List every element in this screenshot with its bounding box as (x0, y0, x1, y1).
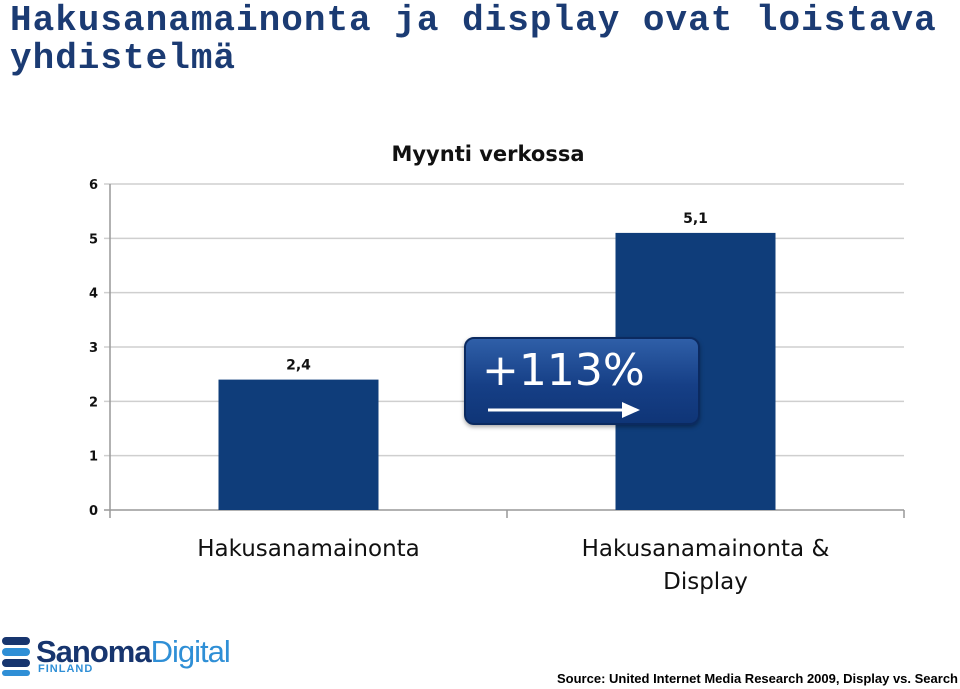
chart-labels: 0 1 2 3 4 5 6 2,4 5,1 Hakusanamainonta Hakusanamai… (89, 178, 830, 595)
slide-title: Hakusanamainonta ja display ovat loistav… (10, 0, 937, 79)
sanoma-logo-icon (2, 637, 30, 676)
bar (218, 379, 379, 510)
y-tick-label: 6 (89, 178, 98, 193)
x-category-label: Hakusanamainonta (197, 536, 420, 562)
logo-name-bold: Sanoma (36, 634, 152, 669)
y-tick-label: 1 (89, 450, 98, 465)
y-tick-label: 3 (89, 341, 98, 356)
chart-title: Myynti verkossa (391, 142, 584, 166)
y-tick-label: 2 (89, 395, 98, 410)
growth-callout: +113% (464, 337, 700, 425)
y-tick-label: 4 (89, 287, 98, 302)
x-category-label: Hakusanamainonta & Display (582, 536, 830, 595)
source-note: Source: United Internet Media Research 2… (557, 671, 958, 686)
bar-chart: Myynti verkossa 0 1 2 3 4 5 6 2,4 5,1 Hakusanamai… (89, 142, 905, 595)
right-arrow-icon (488, 402, 640, 418)
data-label: 5,1 (683, 211, 708, 227)
logo-subtitle: FINLAND (38, 663, 94, 675)
growth-callout-text: +113% (482, 345, 645, 396)
data-label: 2,4 (286, 358, 311, 374)
logo-name-light: Digital (150, 634, 231, 669)
logo-wordmark: SanomaDigital (36, 634, 231, 670)
sanoma-digital-logo: SanomaDigital FINLAND (0, 634, 240, 678)
y-tick-label: 0 (89, 504, 98, 519)
y-tick-label: 5 (89, 232, 98, 247)
